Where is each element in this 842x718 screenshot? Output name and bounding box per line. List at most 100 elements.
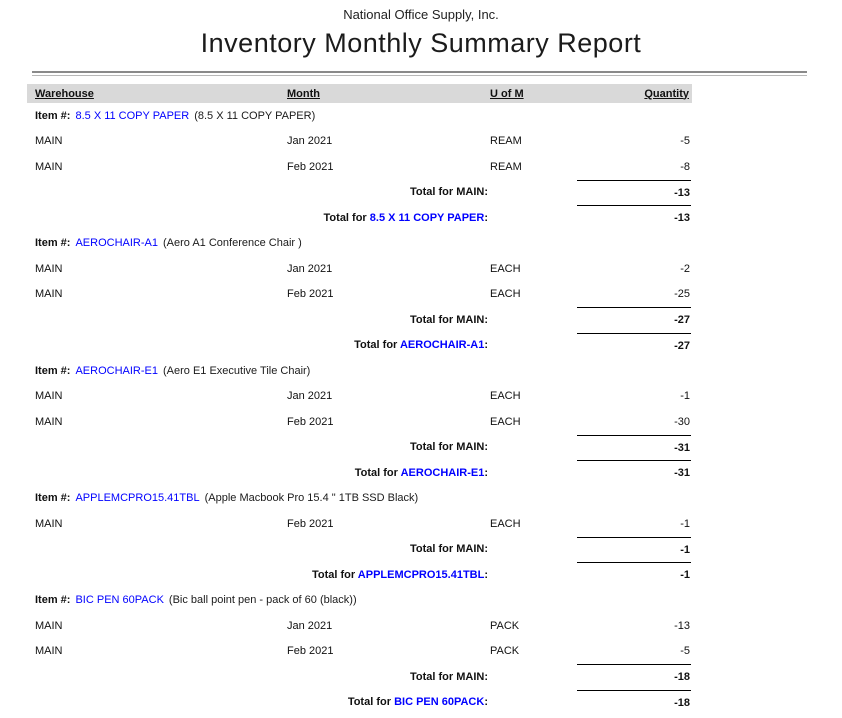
item-total-suffix: : <box>484 568 488 581</box>
item-total-label: Total for AEROCHAIR-E1: <box>35 467 490 479</box>
quantity-cell: -5 <box>680 135 690 148</box>
item-code-link[interactable]: 8.5 X 11 COPY PAPER <box>75 109 190 122</box>
item-total-suffix: : <box>484 696 488 709</box>
month-cell: Jan 2021 <box>287 262 333 275</box>
item-total-prefix: Total for <box>347 696 391 709</box>
column-header-uofm: U of M <box>490 87 524 100</box>
month-cell: Feb 2021 <box>287 288 334 301</box>
column-header-row: Warehouse Month U of M Quantity <box>27 84 692 103</box>
item-number-label: Item #: <box>35 492 71 505</box>
quantity-cell: -8 <box>680 160 690 173</box>
quantity-cell: -13 <box>674 619 690 632</box>
item-code-link[interactable]: AEROCHAIR-A1 <box>75 237 158 250</box>
column-header-warehouse: Warehouse <box>35 87 94 100</box>
table-row: MAIN Feb 2021 EACH -30 <box>35 409 691 435</box>
table-row: MAIN Feb 2021 EACH -25 <box>35 282 691 308</box>
warehouse-cell: MAIN <box>35 619 63 632</box>
item-header-row: Item #: BIC PEN 60PACK (Bic ball point p… <box>0 588 842 614</box>
warehouse-total-label: Total for MAIN: <box>409 186 488 199</box>
warehouse-total-row: Total for MAIN: -1 <box>35 536 691 563</box>
warehouse-total-quantity: -1 <box>577 536 691 563</box>
item-description: (8.5 X 11 COPY PAPER) <box>194 109 316 122</box>
table-row: MAIN Feb 2021 EACH -1 <box>35 511 691 537</box>
warehouse-total-row: Total for MAIN: -18 <box>35 664 691 690</box>
item-total-quantity: -13 <box>577 205 691 231</box>
table-row: MAIN Jan 2021 REAM -5 <box>35 129 691 155</box>
warehouse-cell: MAIN <box>35 262 63 275</box>
report-body: Item #: 8.5 X 11 COPY PAPER (8.5 X 11 CO… <box>0 103 842 715</box>
uofm-cell: EACH <box>490 288 521 301</box>
item-header-row: Item #: 8.5 X 11 COPY PAPER (8.5 X 11 CO… <box>0 103 842 129</box>
uofm-cell: PACK <box>490 619 520 632</box>
item-total-label: Total for AEROCHAIR-A1: <box>35 339 490 351</box>
warehouse-cell: MAIN <box>35 645 63 658</box>
uofm-cell: EACH <box>490 390 521 403</box>
warehouse-total-row: Total for MAIN: -31 <box>35 434 691 461</box>
item-total-code-link[interactable]: AEROCHAIR-A1 <box>399 339 485 352</box>
uofm-cell: EACH <box>490 517 521 530</box>
item-total-code-link[interactable]: BIC PEN 60PACK <box>394 696 485 709</box>
warehouse-cell: MAIN <box>35 135 63 148</box>
item-description: (Aero A1 Conference Chair ) <box>163 237 302 250</box>
company-name: National Office Supply, Inc. <box>343 7 499 22</box>
item-total-code-link[interactable]: AEROCHAIR-E1 <box>400 466 485 479</box>
item-total-quantity: -1 <box>577 562 691 588</box>
item-total-code-link[interactable]: APPLEMCPRO15.41TBL <box>357 568 485 581</box>
quantity-cell: -1 <box>680 517 690 530</box>
item-total-suffix: : <box>484 211 488 224</box>
warehouse-total-quantity: -31 <box>577 434 691 461</box>
item-description: (Bic ball point pen - pack of 60 (black)… <box>168 594 357 607</box>
warehouse-total-quantity: -18 <box>577 664 691 690</box>
item-total-row: Total for AEROCHAIR-E1: -31 <box>35 460 691 486</box>
item-total-label: Total for 8.5 X 11 COPY PAPER: <box>35 212 490 224</box>
quantity-cell: -2 <box>680 262 690 275</box>
table-row: MAIN Jan 2021 PACK -13 <box>35 613 691 639</box>
item-header-row: Item #: AEROCHAIR-A1 (Aero A1 Conference… <box>0 231 842 257</box>
warehouse-total-label: Total for MAIN: <box>409 313 488 326</box>
item-number-label: Item #: <box>35 594 71 607</box>
month-cell: Feb 2021 <box>287 645 334 658</box>
item-total-code-link[interactable]: 8.5 X 11 COPY PAPER <box>369 211 485 224</box>
uofm-cell: EACH <box>490 415 521 428</box>
item-description: (Apple Macbook Pro 15.4 " 1TB SSD Black) <box>204 492 419 505</box>
uofm-cell: EACH <box>490 262 521 275</box>
quantity-cell: -30 <box>674 415 690 428</box>
item-total-row: Total for AEROCHAIR-A1: -27 <box>35 332 691 359</box>
table-row: MAIN Jan 2021 EACH -1 <box>35 384 691 410</box>
table-row: MAIN Feb 2021 REAM -8 <box>35 154 691 180</box>
item-code-link[interactable]: BIC PEN 60PACK <box>75 594 164 607</box>
table-row: MAIN Jan 2021 EACH -2 <box>35 256 691 282</box>
month-cell: Feb 2021 <box>287 517 334 530</box>
item-code-link[interactable]: APPLEMCPRO15.41TBL <box>75 492 200 505</box>
item-header-row: Item #: AEROCHAIR-E1 (Aero E1 Executive … <box>0 358 842 384</box>
month-cell: Jan 2021 <box>287 135 333 148</box>
warehouse-total-label: Total for MAIN: <box>409 441 488 454</box>
month-cell: Feb 2021 <box>287 415 334 428</box>
item-total-label: Total for APPLEMCPRO15.41TBL: <box>35 569 490 581</box>
item-total-suffix: : <box>484 339 488 352</box>
warehouse-total-quantity: -27 <box>577 307 691 333</box>
month-cell: Jan 2021 <box>287 619 333 632</box>
item-total-quantity: -27 <box>577 332 691 359</box>
column-header-quantity: Quantity <box>644 87 689 100</box>
title-divider <box>32 71 807 76</box>
warehouse-total-label: Total for MAIN: <box>409 543 488 556</box>
column-header-month: Month <box>287 87 320 100</box>
item-total-prefix: Total for <box>311 568 356 581</box>
item-description: (Aero E1 Executive Tile Chair) <box>163 364 311 377</box>
quantity-cell: -5 <box>680 645 690 658</box>
warehouse-total-row: Total for MAIN: -13 <box>35 179 691 206</box>
item-total-quantity: -31 <box>577 460 691 486</box>
warehouse-total-label: Total for MAIN: <box>409 670 488 683</box>
warehouse-total-quantity: -13 <box>577 179 691 206</box>
quantity-cell: -1 <box>680 390 690 403</box>
item-code-link[interactable]: AEROCHAIR-E1 <box>75 364 158 377</box>
item-header-row: Item #: APPLEMCPRO15.41TBL (Apple Macboo… <box>0 486 842 512</box>
item-total-prefix: Total for <box>354 339 398 352</box>
quantity-cell: -25 <box>674 288 690 301</box>
item-number-label: Item #: <box>35 364 71 377</box>
warehouse-cell: MAIN <box>35 415 63 428</box>
item-total-row: Total for 8.5 X 11 COPY PAPER: -13 <box>35 205 691 231</box>
item-total-quantity: -18 <box>577 689 691 716</box>
